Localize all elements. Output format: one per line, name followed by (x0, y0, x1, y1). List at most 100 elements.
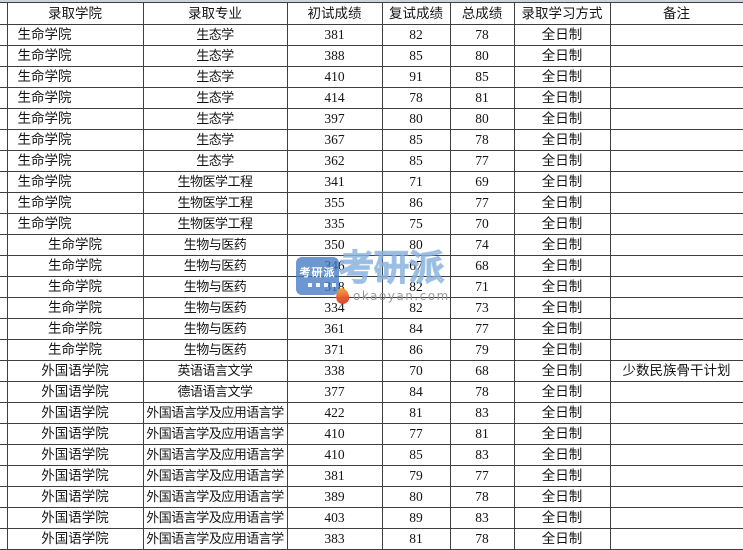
remark-cell (609, 465, 743, 487)
retest-score-cell: 80 (381, 234, 451, 256)
initial-score-cell: 422 (286, 402, 383, 424)
table-row: 生命学院 生态学 381 82 78 全日制 (0, 24, 743, 46)
retest-score-cell: 85 (381, 129, 451, 151)
retest-score-cell: 79 (381, 465, 451, 487)
retest-score-cell: 70 (381, 360, 451, 382)
table-row: 外国语学院 外国语言学及应用语言学 389 80 78 全日制 (0, 486, 743, 508)
retest-score-cell: 75 (381, 213, 451, 235)
study-mode-cell: 全日制 (513, 129, 611, 151)
study-mode-cell: 全日制 (513, 339, 611, 361)
major-cell: 德语语言文学 (142, 381, 288, 403)
remark-cell (609, 129, 743, 151)
college-cell: 生命学院 (6, 339, 144, 361)
retest-score-cell: 84 (381, 381, 451, 403)
remark-cell (609, 486, 743, 508)
major-cell: 外国语言学及应用语言学 (142, 423, 288, 445)
table-row: 生命学院 生态学 388 85 80 全日制 (0, 45, 743, 67)
cropped-cell (0, 444, 8, 466)
cropped-cell (0, 402, 8, 424)
study-mode-cell: 全日制 (513, 108, 611, 130)
study-mode-cell: 全日制 (513, 423, 611, 445)
cropped-cell (0, 360, 8, 382)
college-cell: 外国语学院 (6, 528, 144, 550)
total-score-cell: 79 (449, 339, 515, 361)
study-mode-cell: 全日制 (513, 24, 611, 46)
cropped-cell (0, 318, 8, 340)
col-header-total-score: 总成绩 (449, 2, 515, 25)
total-score-cell: 78 (449, 486, 515, 508)
major-cell: 外国语言学及应用语言学 (142, 465, 288, 487)
cropped-cell (0, 234, 8, 256)
major-cell: 生态学 (142, 87, 288, 109)
table-row: 生命学院 生物与医药 350 80 74 全日制 (0, 234, 743, 256)
major-cell: 外国语言学及应用语言学 (142, 444, 288, 466)
total-score-cell: 83 (449, 444, 515, 466)
cropped-cell (0, 108, 8, 130)
table-row: 生命学院 生物医学工程 355 86 77 全日制 (0, 192, 743, 214)
retest-score-cell: 81 (381, 402, 451, 424)
cropped-cell (0, 528, 8, 550)
study-mode-cell: 全日制 (513, 45, 611, 67)
header-row: 录取学院 录取专业 初试成绩 复试成绩 总成绩 录取学习方式 备注 (0, 2, 743, 25)
table-row: 生命学院 生态学 397 80 80 全日制 (0, 108, 743, 130)
major-cell: 生态学 (142, 66, 288, 88)
retest-score-cell: 85 (381, 150, 451, 172)
total-score-cell: 78 (449, 24, 515, 46)
retest-score-cell: 71 (381, 171, 451, 193)
total-score-cell: 77 (449, 318, 515, 340)
remark-cell (609, 108, 743, 130)
college-cell: 生命学院 (6, 297, 144, 319)
cropped-cell (0, 24, 8, 46)
college-cell: 生命学院 (6, 192, 144, 214)
total-score-cell: 78 (449, 381, 515, 403)
cropped-cell (0, 255, 8, 277)
cropped-cell (0, 87, 8, 109)
col-header-college: 录取学院 (6, 2, 144, 25)
remark-cell (609, 528, 743, 550)
study-mode-cell: 全日制 (513, 318, 611, 340)
retest-score-cell: 82 (381, 297, 451, 319)
initial-score-cell: 335 (286, 213, 383, 235)
major-cell: 生物与医药 (142, 339, 288, 361)
table-row: 生命学院 生态学 410 91 85 全日制 (0, 66, 743, 88)
total-score-cell: 77 (449, 150, 515, 172)
college-cell: 外国语学院 (6, 486, 144, 508)
college-cell: 生命学院 (6, 108, 144, 130)
total-score-cell: 70 (449, 213, 515, 235)
cropped-cell (0, 150, 8, 172)
remark-cell (609, 339, 743, 361)
remark-cell (609, 507, 743, 529)
col-header-initial-score: 初试成绩 (286, 2, 383, 25)
initial-score-cell: 388 (286, 45, 383, 67)
col-header-retest-score: 复试成绩 (381, 2, 451, 25)
initial-score-cell: 341 (286, 171, 383, 193)
college-cell: 生命学院 (6, 171, 144, 193)
initial-score-cell: 410 (286, 444, 383, 466)
table-row: 外国语学院 外国语言学及应用语言学 410 85 83 全日制 (0, 444, 743, 466)
major-cell: 生态学 (142, 150, 288, 172)
study-mode-cell: 全日制 (513, 150, 611, 172)
remark-cell (609, 66, 743, 88)
col-header-study-mode: 录取学习方式 (513, 2, 611, 25)
initial-score-cell: 367 (286, 129, 383, 151)
college-cell: 生命学院 (6, 150, 144, 172)
major-cell: 生物医学工程 (142, 192, 288, 214)
total-score-cell: 81 (449, 423, 515, 445)
cropped-cell (0, 276, 8, 298)
remark-cell (609, 45, 743, 67)
table-row: 生命学院 生态学 367 85 78 全日制 (0, 129, 743, 151)
initial-score-cell: 410 (286, 423, 383, 445)
total-score-cell: 77 (449, 465, 515, 487)
study-mode-cell: 全日制 (513, 381, 611, 403)
study-mode-cell: 全日制 (513, 444, 611, 466)
table-row: 生命学院 生物与医药 361 84 77 全日制 (0, 318, 743, 340)
study-mode-cell: 全日制 (513, 297, 611, 319)
college-cell: 生命学院 (6, 87, 144, 109)
retest-score-cell: 85 (381, 444, 451, 466)
retest-score-cell: 82 (381, 276, 451, 298)
cropped-cell (0, 129, 8, 151)
cropped-cell (0, 297, 8, 319)
college-cell: 生命学院 (6, 213, 144, 235)
total-score-cell: 80 (449, 108, 515, 130)
